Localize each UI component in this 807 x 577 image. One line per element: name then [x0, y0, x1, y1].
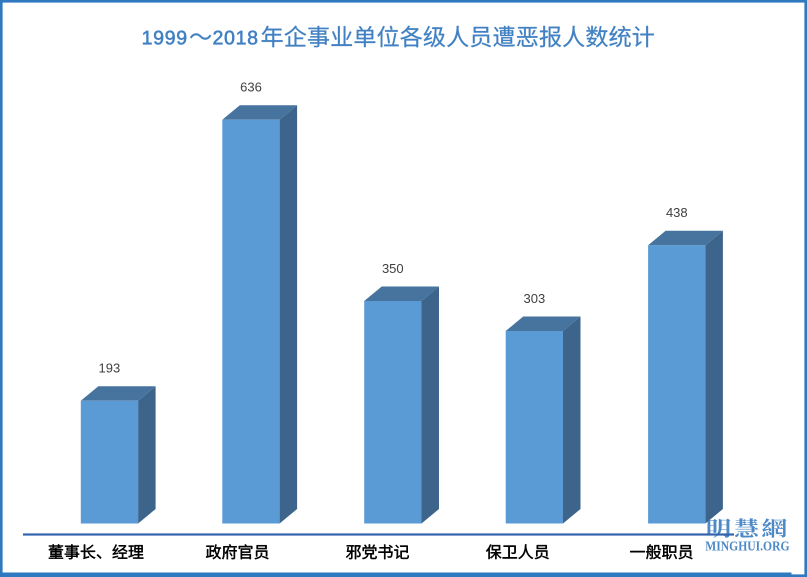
- svg-text:303: 303: [524, 291, 546, 306]
- svg-text:438: 438: [666, 205, 688, 220]
- svg-text:350: 350: [382, 261, 404, 276]
- svg-text:MINGHUI.ORG: MINGHUI.ORG: [705, 538, 790, 553]
- svg-text:193: 193: [99, 361, 121, 376]
- svg-text:636: 636: [240, 80, 262, 95]
